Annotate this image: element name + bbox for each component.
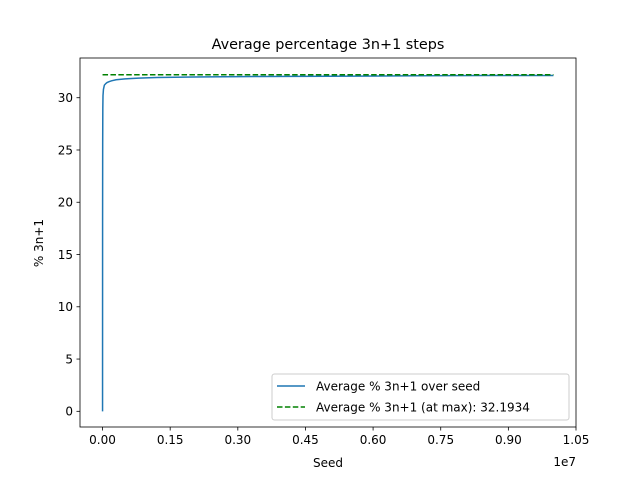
x-tick-label: 1.05 [563, 433, 590, 447]
y-axis-label: % 3n+1 [32, 219, 46, 267]
legend-label-2: Average % 3n+1 (at max): 32.1934 [316, 400, 530, 414]
y-tick-label: 5 [65, 352, 73, 366]
x-tick-label: 0.45 [292, 433, 319, 447]
x-tick-label: 0.15 [157, 433, 184, 447]
legend-label-1: Average % 3n+1 over seed [316, 379, 480, 393]
y-tick-label: 10 [58, 300, 73, 314]
x-tick-label: 0.90 [495, 433, 522, 447]
x-tick-label: 0.75 [427, 433, 454, 447]
axes-frame [79, 57, 577, 428]
x-tick-label: 0.60 [360, 433, 387, 447]
x-tick-label: 0.30 [224, 433, 251, 447]
y-tick-label: 30 [58, 91, 73, 105]
chart-title: Average percentage 3n+1 steps [212, 37, 445, 53]
y-tick-label: 25 [58, 143, 73, 157]
y-tick-label: 15 [58, 248, 73, 262]
y-tick-label: 20 [58, 196, 73, 210]
legend: Average % 3n+1 over seed Average % 3n+1 (… [271, 373, 570, 421]
x-offset-label: 1e7 [553, 455, 576, 469]
y-tick-label: 0 [65, 405, 73, 419]
series-line-1 [101, 74, 554, 412]
x-axis-label: Seed [313, 456, 343, 470]
plot-area: 0.00 0.15 0.30 0.45 0.60 0.75 0.90 1.05 0 5 10 15 20… [58, 57, 590, 447]
x-tick-label: 0.00 [89, 433, 116, 447]
legend-box [271, 373, 570, 421]
